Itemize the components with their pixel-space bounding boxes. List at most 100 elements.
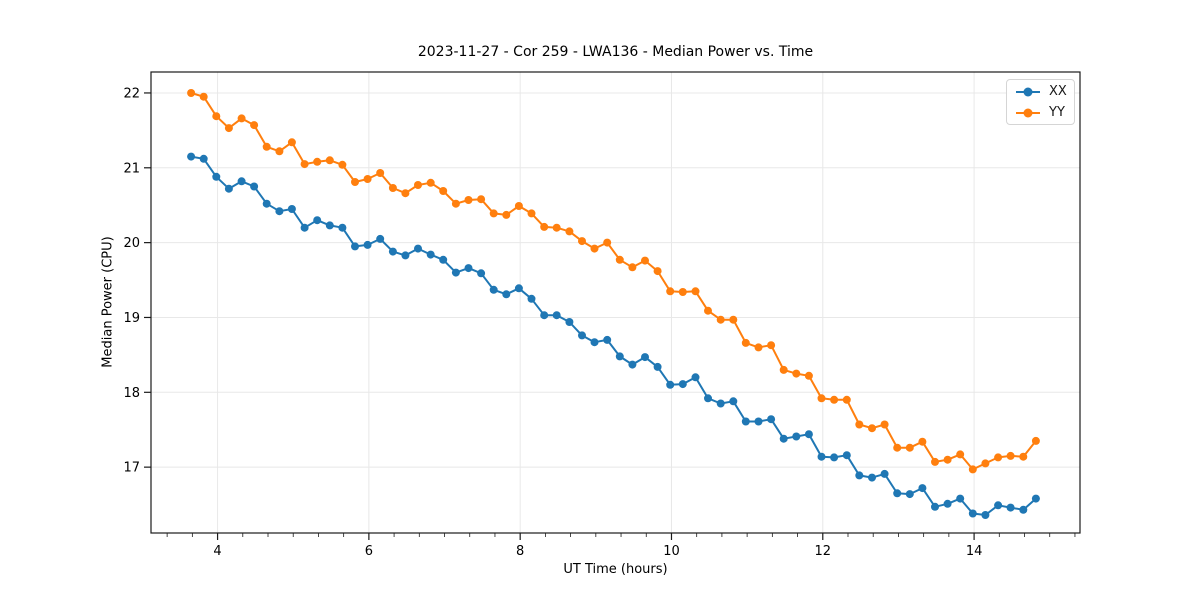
data-point [313, 216, 322, 225]
data-point [830, 395, 839, 404]
data-point [199, 154, 208, 163]
data-point [868, 424, 876, 433]
data-point [237, 114, 246, 123]
data-point [287, 205, 296, 213]
data-point [931, 502, 939, 511]
data-point [1019, 452, 1028, 461]
data-point [514, 202, 523, 210]
data-point [1031, 436, 1040, 445]
data-point [905, 490, 914, 499]
data-point [489, 209, 498, 218]
data-point [187, 152, 196, 161]
data-point [880, 469, 889, 478]
data-point [641, 256, 649, 265]
plot-frame [150, 71, 1081, 534]
data-point [287, 138, 296, 147]
data-point [351, 178, 359, 186]
x-axis-label: UT Time (hours) [563, 562, 668, 577]
data-point [905, 443, 914, 452]
data-point [363, 175, 372, 183]
data-point [767, 341, 776, 350]
data-point [1031, 494, 1040, 503]
x-tick-label: 6 [365, 544, 373, 559]
data-point [842, 451, 851, 460]
legend-entry-xx: XX [1015, 83, 1067, 101]
y-tick-label: 19 [123, 311, 140, 326]
data-point [275, 207, 284, 216]
data-point [817, 394, 826, 403]
legend-entry-yy: YY [1015, 104, 1067, 122]
x-tick-label: 10 [663, 544, 680, 559]
data-point [754, 417, 763, 426]
data-point [187, 89, 196, 97]
series-yy [187, 89, 1040, 474]
data-point [540, 311, 549, 320]
data-point [439, 255, 448, 264]
data-point [666, 287, 675, 296]
y-tick-label: 22 [123, 86, 140, 101]
data-point [300, 223, 309, 232]
data-point [653, 267, 662, 276]
data-point [376, 234, 385, 243]
data-point [477, 269, 486, 278]
legend-label: XX [1049, 84, 1067, 99]
data-point [477, 195, 486, 204]
data-point [1006, 503, 1015, 512]
data-point [943, 499, 952, 508]
data-point [590, 244, 599, 253]
data-point [918, 484, 927, 493]
data-point [855, 471, 864, 480]
data-point [313, 157, 322, 166]
data-point [716, 399, 725, 408]
series-xx [187, 152, 1040, 519]
tick-labels: 4 6 8 10 12 14 17 18 19 20 21 22 [123, 86, 982, 559]
data-point [804, 371, 813, 380]
data-point [250, 121, 259, 130]
y-tick-label: 20 [123, 236, 140, 251]
data-point [338, 223, 347, 232]
data-point [779, 365, 788, 374]
data-point [527, 294, 536, 303]
data-point [603, 335, 612, 344]
data-point [880, 420, 889, 429]
data-point [451, 199, 460, 208]
data-point [351, 242, 359, 251]
data-point [426, 250, 435, 259]
data-point [615, 255, 624, 264]
data-point [968, 465, 977, 474]
data-point [956, 494, 965, 503]
data-point [893, 443, 902, 452]
data-point [678, 380, 687, 389]
data-point [779, 434, 788, 443]
data-point [300, 160, 309, 169]
data-point [767, 415, 776, 424]
data-point [401, 251, 410, 260]
data-point [691, 373, 700, 382]
data-point [603, 238, 612, 247]
x-tick-label: 4 [213, 544, 221, 559]
data-point [212, 112, 221, 121]
data-point [641, 353, 649, 362]
data-point [628, 360, 637, 369]
x-tick-label: 8 [516, 544, 524, 559]
data-point [691, 287, 700, 296]
data-point [578, 237, 586, 246]
data-point [578, 331, 586, 340]
legend-line-marker-icon [1016, 87, 1040, 96]
data-point [792, 369, 801, 378]
data-point [704, 394, 712, 403]
data-point [830, 453, 839, 462]
data-point [502, 290, 511, 299]
data-point [388, 184, 397, 192]
data-point [678, 288, 687, 296]
data-point [565, 227, 574, 236]
data-point [401, 189, 410, 198]
data-point [388, 247, 397, 256]
data-point [1006, 451, 1015, 460]
data-point [363, 240, 372, 249]
data-point [552, 223, 561, 232]
data-point [741, 338, 750, 347]
data-point [451, 268, 460, 277]
